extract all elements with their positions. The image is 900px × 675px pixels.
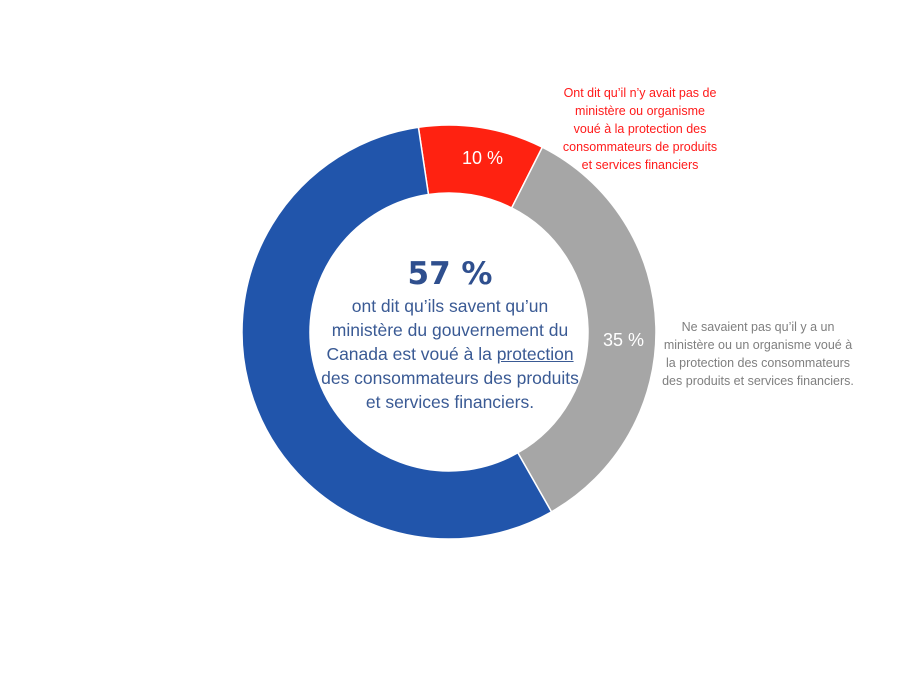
slice-label-grey: 35 %: [603, 330, 645, 350]
slice-label-red: 10 %: [462, 148, 504, 168]
callout-grey-line: des produits et services financiers.: [662, 374, 854, 388]
center-line-5: et services financiers.: [365, 392, 535, 412]
callout-red-line: et services financiers: [581, 158, 699, 172]
center-line-3-prefix: Canada est voué à la: [326, 344, 497, 364]
callout-grey-line: Ne savaient pas qu’il y a un: [681, 320, 835, 334]
center-line-3: Canada est voué à la protection: [309, 342, 591, 366]
callout-red-line: Ont dit qu’il n’y avait pas de: [563, 86, 717, 100]
center-line-2: ministère du gouvernement du: [331, 320, 569, 340]
center-percent: 57 %: [407, 256, 493, 292]
center-line-1: ont dit qu’ils savent qu’un: [351, 296, 549, 316]
callout-red-line: consommateurs de produits: [562, 140, 718, 154]
slice-grey: [510, 146, 657, 513]
center-line-4: des consommateurs des produits: [321, 368, 579, 388]
callout-grey: Ne savaient pas qu’il y a un ministère o…: [648, 318, 868, 390]
center-summary: 57 % ont dit qu’ils savent qu’un ministè…: [309, 254, 591, 414]
callout-red: Ont dit qu’il n’y avait pas de ministère…: [543, 84, 737, 174]
slice-blue: [241, 126, 553, 540]
callout-grey-line: la protection des consommateurs: [665, 356, 851, 370]
callout-red-line: voué à la protection des: [573, 122, 707, 136]
callout-red-line: ministère ou organisme: [575, 104, 705, 118]
center-underlined-word: protection: [496, 344, 574, 364]
callout-grey-line: ministère ou un organisme voué à: [663, 338, 853, 352]
donut-slices: [241, 124, 657, 540]
